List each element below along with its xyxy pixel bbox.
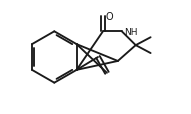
Text: NH: NH xyxy=(124,28,137,36)
Text: O: O xyxy=(106,12,113,22)
